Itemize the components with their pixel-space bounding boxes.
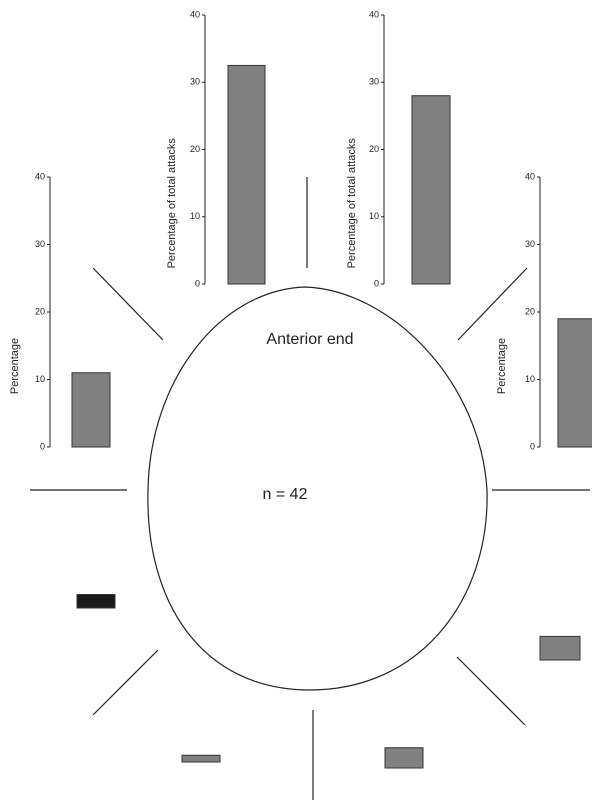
y-tick-label: 30 [369,77,379,87]
y-tick-label: 10 [190,211,200,221]
y-axis-label: Percentage [496,338,508,394]
y-axis-label: Percentage of total attacks [166,138,178,269]
bar [77,595,115,609]
y-tick-label: 10 [525,374,535,384]
y-tick-label: 20 [525,306,535,316]
annotation: n = 42 [263,486,308,503]
y-tick-label: 40 [369,9,379,19]
y-tick-label: 40 [525,171,535,181]
y-tick-label: 40 [190,9,200,19]
y-tick-label: 10 [369,211,379,221]
y-tick-label: 0 [530,441,535,451]
y-tick-label: 10 [35,374,45,384]
y-tick-label: 20 [35,306,45,316]
sector-line [457,657,525,725]
sector-line [93,268,163,340]
figure: Anterior end n = 42 0 10 20 30 40 Percentage … [0,0,592,802]
y-tick-label: 30 [525,239,535,249]
bar [558,319,592,447]
y-tick-label: 0 [374,278,379,288]
page: {"annotations": {"anterior": "Anterior e… [0,0,592,802]
y-tick-label: 40 [35,171,45,181]
sector-line [458,268,527,340]
bar [540,636,580,660]
sector-line [93,650,158,715]
bar [72,373,110,447]
y-tick-label: 30 [190,77,200,87]
bar [412,96,450,284]
y-axis-label: Percentage of total attacks [346,138,358,269]
y-tick-label: 30 [35,239,45,249]
bar [228,65,265,284]
y-tick-label: 0 [40,441,45,451]
bar [182,755,220,762]
y-tick-label: 0 [195,278,200,288]
y-tick-label: 20 [369,144,379,154]
bar [385,748,423,768]
y-axis-label: Percentage [9,338,21,394]
y-tick-label: 20 [190,144,200,154]
annotation: Anterior end [266,331,353,348]
diagram [30,177,590,800]
